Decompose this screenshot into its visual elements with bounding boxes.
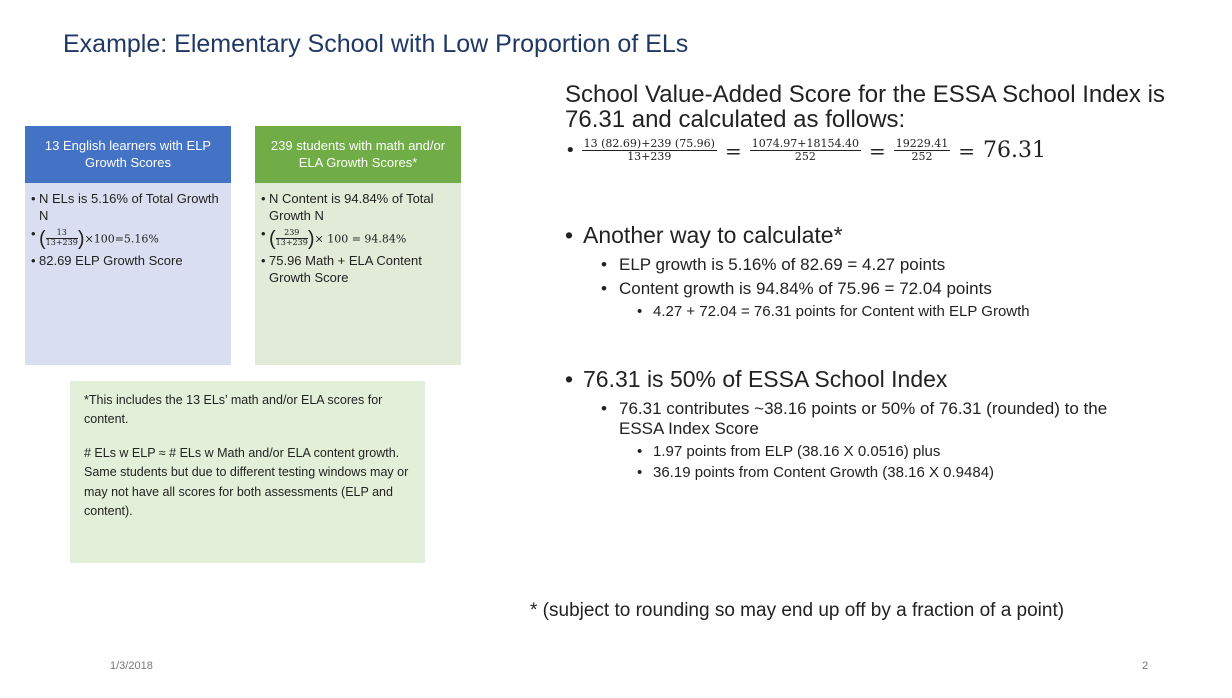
els-box: 13 English learners with ELP Growth Scor… bbox=[25, 126, 231, 365]
bullet: Content growth is 94.84% of 75.96 = 72.0… bbox=[601, 279, 1225, 299]
bullet: 76.31 is 50% of ESSA School Index bbox=[565, 366, 1225, 393]
den: 252 bbox=[794, 150, 816, 164]
bullet: 1.97 points from ELP (38.16 X 0.0516) pl… bbox=[637, 443, 1225, 460]
formula-rest: ×100=5.16% bbox=[84, 232, 159, 246]
formula: • 13 (82.69)+239 (75.96) 13+239 = 1074.97… bbox=[565, 137, 1046, 164]
heading: School Value-Added Score for the ESSA Sc… bbox=[565, 81, 1165, 134]
bullet: N Content is 94.84% of Total Growth N bbox=[261, 191, 455, 225]
box-body: N Content is 94.84% of Total Growth N (2… bbox=[255, 183, 461, 365]
footnote: * (subject to rounding so may end up off… bbox=[530, 600, 1065, 621]
formula-rest: × 100 = 94.84% bbox=[314, 232, 407, 246]
num: 19229.41 bbox=[893, 137, 951, 152]
bullet: 82.69 ELP Growth Score bbox=[31, 253, 225, 270]
result: 76.31 bbox=[982, 138, 1046, 164]
bullet: ELP growth is 5.16% of 82.69 = 4.27 poin… bbox=[601, 255, 1225, 275]
den: 252 bbox=[911, 150, 933, 164]
note-text: *This includes the 13 ELs’ math and/or E… bbox=[84, 393, 383, 427]
equals: = bbox=[958, 138, 975, 163]
bullet: 36.19 points from Content Growth (38.16 … bbox=[637, 464, 1225, 481]
title: Example: Elementary School with Low Prop… bbox=[63, 30, 689, 58]
bullet: N ELs is 5.16% of Total Growth N bbox=[31, 191, 225, 225]
num: 13 bbox=[45, 229, 78, 240]
content-box: 239 students with math and/or ELA Growth… bbox=[255, 126, 461, 365]
note-box: *This includes the 13 ELs’ math and/or E… bbox=[70, 381, 425, 563]
date: 1/3/2018 bbox=[110, 660, 153, 672]
den: 13+239 bbox=[275, 238, 308, 248]
equals: = bbox=[868, 138, 886, 163]
right-column: School Value-Added Score for the ESSA Sc… bbox=[565, 82, 1225, 481]
list: Another way to calculate* ELP growth is … bbox=[565, 222, 1225, 481]
den: 13+239 bbox=[45, 238, 78, 248]
bullet: 4.27 + 72.04 = 76.31 points for Content … bbox=[637, 303, 1225, 320]
num: 1074.97+18154.40 bbox=[749, 137, 861, 152]
num: 239 bbox=[275, 229, 308, 240]
bullet: 76.31 contributes ~38.16 points or 50% o… bbox=[601, 399, 1139, 439]
bullet: 75.96 Math + ELA Content Growth Score bbox=[261, 253, 455, 287]
box-header: 239 students with math and/or ELA Growth… bbox=[255, 126, 461, 183]
den: 13+239 bbox=[627, 150, 672, 164]
box-header: 13 English learners with ELP Growth Scor… bbox=[25, 126, 231, 183]
bullet: Another way to calculate* bbox=[565, 222, 1225, 249]
equals: = bbox=[724, 138, 742, 163]
page-number: 2 bbox=[1142, 660, 1149, 672]
box-body: N ELs is 5.16% of Total Growth N (1313+2… bbox=[25, 183, 231, 365]
note-text: # ELs w ELP ≈ # ELs w Math and/or ELA co… bbox=[84, 445, 409, 518]
num: 13 (82.69)+239 (75.96) bbox=[581, 137, 717, 152]
